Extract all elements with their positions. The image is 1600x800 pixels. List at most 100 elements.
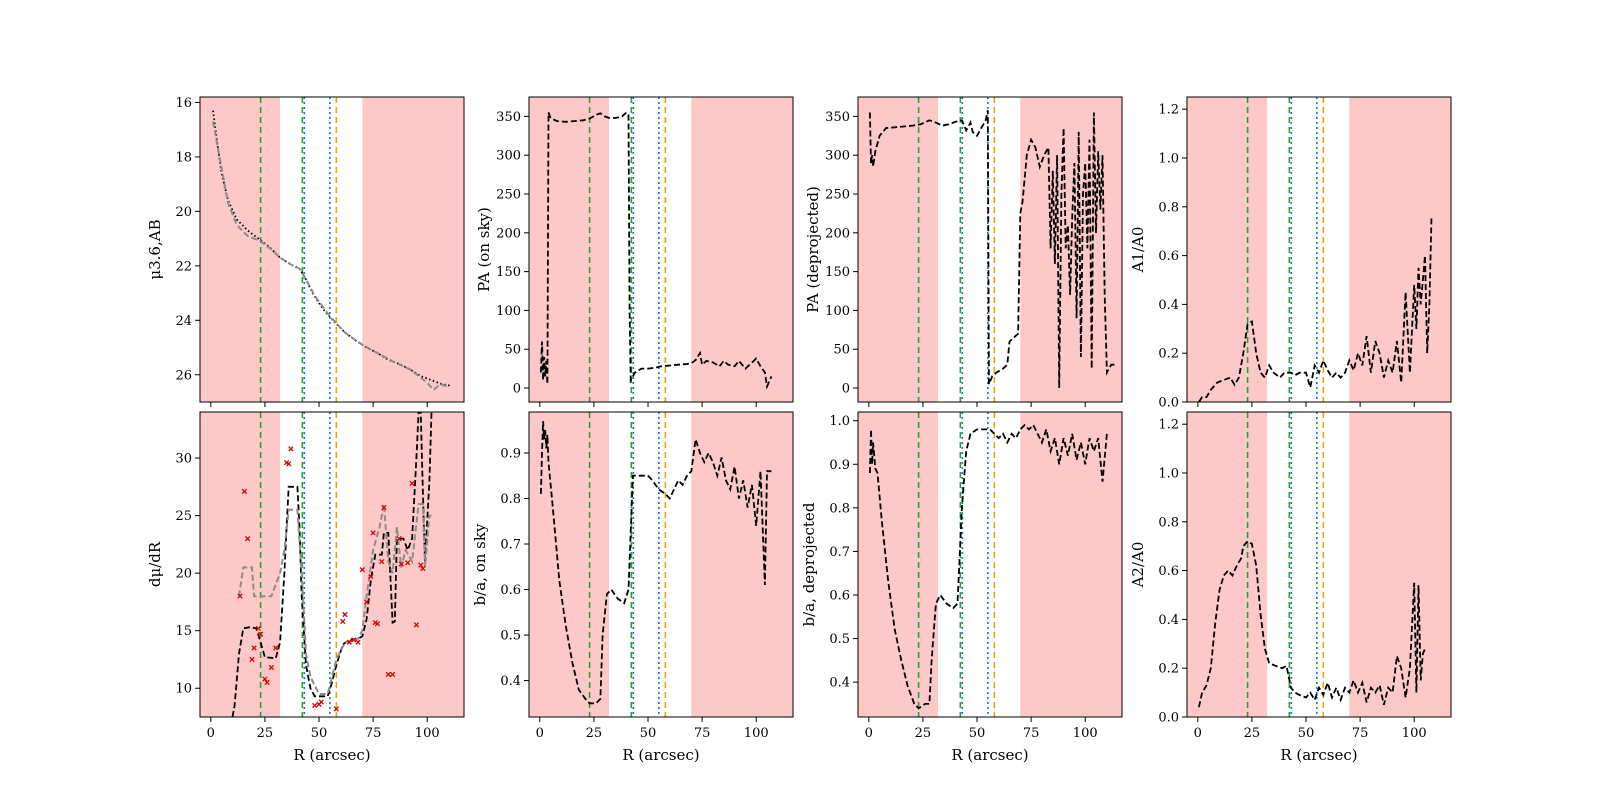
panel-frame	[857, 411, 1123, 718]
marker-point	[381, 504, 387, 511]
marker-stroke	[237, 593, 243, 599]
y-tick-label: 300	[825, 149, 850, 164]
y-tick-label: 50	[833, 343, 850, 358]
x-tick-label: 100	[1402, 726, 1427, 741]
x-tick-label: 50	[1298, 726, 1315, 741]
panel-frame	[528, 411, 794, 718]
y-tick-label: 10	[175, 682, 192, 697]
shaded-region	[1020, 412, 1122, 717]
series-line-b/a	[540, 421, 772, 705]
y-axis-label: b/a, on sky	[471, 523, 489, 605]
y-tick-label: 0.8	[1158, 515, 1179, 530]
y-tick-label: 0.6	[1158, 249, 1179, 264]
panel-a2: 0.0 0.2 0.4 0.6 0.8 1.0 1.2 0 25 50 75 100 R (arcsec…	[1129, 411, 1452, 764]
plot-area	[858, 97, 1122, 402]
marker-point	[255, 625, 262, 632]
marker-stroke	[389, 671, 396, 678]
x-tick-label: 75	[365, 726, 382, 741]
x-tick-label: 25	[257, 726, 274, 741]
y-tick-label: 1.0	[1158, 467, 1179, 482]
marker-stroke	[340, 618, 346, 625]
x-tick-label: 0	[536, 726, 544, 741]
series-line-A2/A0	[1198, 540, 1426, 708]
marker-stroke	[333, 706, 339, 712]
series-line-PA	[869, 110, 1116, 389]
y-axis-label: PA (on sky)	[475, 207, 493, 292]
shaded-region	[362, 412, 464, 717]
marker-stroke	[342, 611, 348, 618]
marker-point	[318, 699, 324, 705]
marker-point	[312, 702, 318, 709]
x-axis-label: R (arcsec)	[1280, 746, 1357, 764]
marker-point	[346, 639, 352, 645]
x-tick-label: 50	[640, 726, 657, 741]
marker-point	[385, 671, 391, 678]
shaded-region	[1349, 412, 1451, 717]
x-tick-label: 25	[586, 726, 603, 741]
marker-point	[370, 530, 376, 536]
x-axis-label: R (arcsec)	[622, 746, 699, 764]
y-tick-label: 50	[504, 343, 521, 358]
y-tick-label: 0.2	[1158, 347, 1179, 362]
marker-point	[244, 535, 251, 542]
y-tick-label: 0.8	[1158, 200, 1179, 215]
x-axis-label: R (arcsec)	[951, 746, 1028, 764]
marker-point	[273, 645, 279, 651]
panel-frame	[1186, 96, 1452, 403]
marker-point	[413, 622, 420, 628]
shaded-region	[1187, 412, 1268, 717]
y-tick-label: 250	[825, 188, 850, 203]
y-tick-label: 0.2	[1158, 662, 1179, 677]
x-tick-label: 100	[1073, 726, 1098, 741]
panel-pa_sky: 0 50 100 150 200 250 300 350 PA (on sky)	[475, 96, 794, 407]
shaded-region	[1349, 97, 1451, 402]
marker-stroke	[273, 645, 279, 651]
marker-stroke	[385, 671, 391, 678]
panel-frame	[528, 96, 794, 403]
panel-frame	[199, 411, 465, 718]
marker-stroke	[398, 561, 404, 567]
y-tick-label: 0.8	[500, 492, 521, 507]
x-tick-label: 50	[311, 726, 328, 741]
marker-stroke	[283, 459, 290, 466]
shaded-region	[858, 97, 939, 402]
marker-point	[418, 562, 424, 568]
y-tick-label: 0.5	[829, 632, 850, 647]
plot-area	[200, 412, 464, 717]
marker-stroke	[409, 480, 415, 487]
y-tick-label: 22	[175, 259, 192, 274]
marker-point	[286, 461, 292, 467]
plot-area	[200, 97, 464, 402]
marker-point	[257, 631, 264, 637]
marker-stroke	[368, 573, 374, 580]
y-tick-label: 200	[496, 226, 521, 241]
y-tick-label: 26	[175, 368, 192, 383]
x-tick-label: 0	[1194, 726, 1202, 741]
panel-frame	[857, 96, 1123, 403]
y-tick-label: 350	[496, 110, 521, 125]
y-tick-label: 0.9	[829, 458, 850, 473]
shaded-region	[1187, 97, 1268, 402]
y-tick-label: 0.8	[829, 501, 850, 516]
marker-stroke	[396, 535, 402, 542]
y-tick-label: 30	[175, 452, 192, 467]
plot-area	[1187, 97, 1451, 402]
marker-point	[359, 567, 365, 573]
y-tick-label: 250	[496, 188, 521, 203]
y-tick-label: 150	[496, 265, 521, 280]
shaded-region	[691, 412, 793, 717]
marker-point	[379, 558, 385, 565]
plot-area	[529, 412, 793, 717]
panel-pa_deproj: 0 50 100 150 200 250 300 350 PA (deprojected)	[804, 96, 1123, 407]
y-axis-label: PA (deprojected)	[804, 186, 822, 313]
y-tick-label: 150	[825, 265, 850, 280]
marker-stroke	[355, 639, 361, 645]
y-tick-label: 20	[175, 567, 192, 582]
marker-stroke	[268, 664, 275, 671]
marker-stroke	[257, 631, 264, 637]
y-axis-label: A2/A0	[1129, 542, 1147, 589]
panel-a1: 0.0 0.2 0.4 0.6 0.8 1.0 1.2 A1/A0	[1129, 96, 1452, 411]
marker-stroke	[241, 488, 248, 495]
y-tick-label: 25	[175, 509, 192, 524]
